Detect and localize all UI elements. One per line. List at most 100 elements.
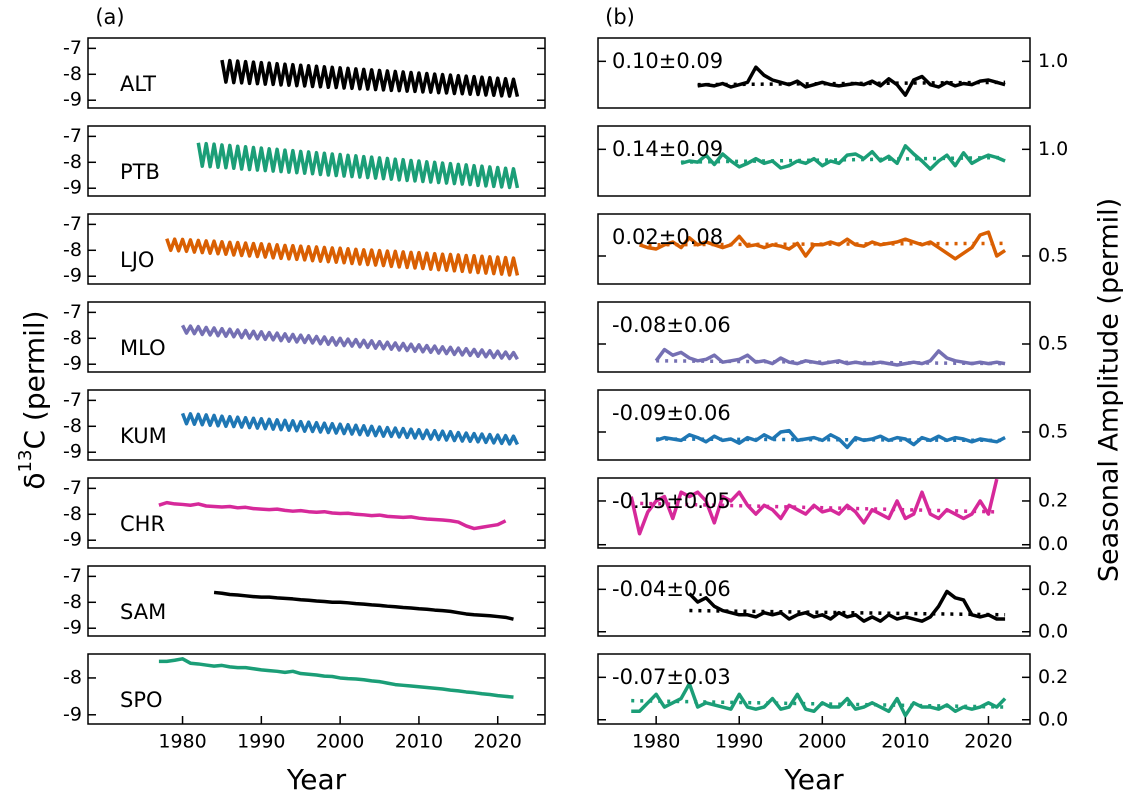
y-axis-label: δ13C (permil) [15, 310, 51, 489]
fit-line [681, 155, 1006, 164]
y-tick-label: -8 [63, 63, 82, 85]
site-label: ALT [120, 72, 156, 96]
y-tick-label: 0.0 [1038, 708, 1068, 730]
y-tick-label: -8 [63, 591, 82, 613]
trend-annotation: -0.09±0.06 [612, 401, 731, 425]
data-line [629, 478, 999, 536]
data-line [654, 347, 1006, 367]
fit-line [639, 241, 1006, 247]
y-tick-label: 1.0 [1038, 50, 1068, 72]
y-tick-label: 0.5 [1038, 245, 1068, 267]
y-tick-label: -7 [63, 477, 82, 499]
y-tick-label: -7 [63, 37, 82, 59]
y-tick-label: -8 [63, 151, 82, 173]
x-axis-label: Year [286, 763, 347, 796]
data-line [680, 144, 1006, 171]
data-line [688, 589, 1006, 623]
axes-frame [597, 125, 1031, 197]
y-tick-label: 0.5 [1038, 333, 1068, 355]
y-tick-label: -8 [63, 666, 82, 688]
y-tick-label: 0.2 [1038, 666, 1068, 688]
axes-frame [597, 389, 1031, 461]
y-label-part: δ [18, 472, 51, 489]
data-line [220, 58, 520, 98]
y-tick-label: -8 [63, 415, 82, 437]
y-tick-label: -7 [63, 125, 82, 147]
y-tick-label: -8 [63, 503, 82, 525]
y-tick-label: -8 [63, 327, 82, 349]
data-line [158, 500, 507, 531]
y-axis-label: Seasonal Amplitude (permil) [1094, 198, 1125, 582]
y-tick-label: -9 [63, 177, 82, 199]
fit-line [631, 501, 997, 514]
axes-frame [597, 213, 1031, 285]
axes-frame [87, 37, 546, 109]
axes-frame [87, 213, 546, 285]
y-tick-label: 1.0 [1038, 138, 1068, 160]
x-tick-label: 2000 [798, 731, 846, 753]
axes-frame [87, 125, 546, 197]
fit-line [656, 437, 1006, 443]
y-tick-label: 0.0 [1038, 533, 1068, 555]
x-tick-label: 2010 [395, 731, 443, 753]
x-tick-label: 1980 [158, 731, 206, 753]
panel-label: (b) [605, 5, 635, 29]
y-tick-label: -9 [63, 529, 82, 551]
fit-line [656, 359, 1006, 366]
trend-annotation: -0.15±0.05 [612, 489, 731, 513]
site-label: MLO [120, 336, 166, 360]
y-tick-label: -7 [63, 301, 82, 323]
y-label-sup: 13 [15, 450, 36, 473]
trend-annotation: 0.14±0.09 [612, 137, 723, 161]
data-line [180, 324, 519, 361]
x-axis-label: Year [783, 763, 844, 796]
site-label: CHR [120, 512, 165, 536]
y-tick-label: -9 [63, 265, 82, 287]
y-tick-label: -7 [63, 213, 82, 235]
x-tick-label: 2020 [964, 731, 1012, 753]
data-line [158, 657, 514, 699]
site-label: SPO [120, 688, 163, 712]
x-tick-label: 2000 [316, 731, 364, 753]
y-tick-label: 0.2 [1038, 489, 1068, 511]
x-tick-label: 1990 [237, 731, 285, 753]
x-tick-label: 2010 [881, 731, 929, 753]
y-tick-label: -9 [63, 441, 82, 463]
y-tick-label: -9 [63, 89, 82, 111]
y-tick-label: -7 [63, 389, 82, 411]
fit-line [697, 80, 1006, 87]
axes-frame [597, 477, 1031, 549]
x-tick-label: 1980 [632, 731, 680, 753]
site-label: SAM [120, 600, 166, 624]
site-label: KUM [120, 424, 167, 448]
y-tick-label: 0.0 [1038, 620, 1068, 642]
site-label: PTB [120, 160, 160, 184]
axes-frame [87, 565, 546, 637]
axes-frame [87, 389, 546, 461]
trend-annotation: 0.10±0.09 [612, 49, 723, 73]
y-tick-label: 0.2 [1038, 578, 1068, 600]
y-tick-label: -7 [63, 565, 82, 587]
y-label-part: C (permil) [18, 310, 51, 449]
panel-label: (a) [95, 5, 124, 29]
y-tick-label: 0.5 [1038, 421, 1068, 443]
axes-frame [597, 565, 1031, 637]
data-line [180, 412, 520, 446]
y-tick-label: -9 [63, 703, 82, 725]
data-line [165, 237, 520, 277]
trend-annotation: -0.04±0.06 [612, 577, 731, 601]
trend-annotation: -0.08±0.06 [612, 313, 731, 337]
x-tick-label: 1990 [715, 731, 763, 753]
site-label: LJO [120, 248, 154, 272]
y-tick-label: -9 [63, 617, 82, 639]
x-tick-label: 2020 [474, 731, 522, 753]
axes-frame [597, 301, 1031, 373]
axes-frame [597, 37, 1031, 109]
trend-annotation: -0.07±0.03 [612, 665, 731, 689]
data-line [213, 590, 514, 621]
y-tick-label: -9 [63, 353, 82, 375]
fit-line [689, 608, 1006, 617]
data-line [655, 428, 1006, 450]
